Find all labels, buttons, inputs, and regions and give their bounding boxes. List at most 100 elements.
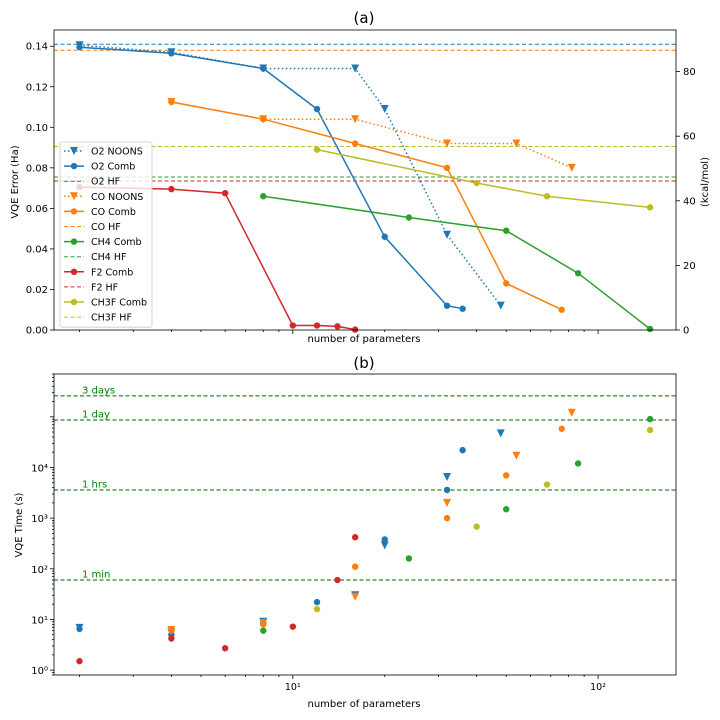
b-point-co-noons bbox=[351, 592, 360, 601]
a-point-ch4-comb bbox=[502, 227, 510, 234]
a-point-f2-comb bbox=[168, 185, 175, 193]
a-point-o2-comb bbox=[168, 50, 175, 57]
b-refline-label-3-days: 3 days bbox=[82, 385, 115, 396]
a-point-ch3f-comb bbox=[473, 179, 480, 187]
a-point-co-noons bbox=[512, 139, 521, 148]
legend-marker-ch4-comb bbox=[70, 238, 78, 245]
legend-label-ch4-hf: CH4 HF bbox=[91, 252, 126, 263]
legend-label-o2-comb: O2 Comb bbox=[91, 162, 135, 173]
b-point-co-comb bbox=[351, 563, 359, 570]
legend-marker-o2-noons bbox=[70, 147, 78, 155]
a-ytick-right-label: 20 bbox=[683, 261, 696, 272]
b-point-o2-comb bbox=[443, 486, 451, 494]
b-point-co-noons bbox=[443, 498, 452, 507]
b-refline-label-1-day: 1 day bbox=[82, 410, 110, 421]
legend-label-co-comb: CO Comb bbox=[91, 207, 136, 218]
panel-b-xlabel: number of parameters bbox=[307, 699, 420, 710]
b-point-o2-comb bbox=[76, 625, 83, 633]
a-point-co-noons bbox=[351, 115, 360, 124]
b-point-ch4-comb bbox=[574, 460, 582, 467]
b-point-f2-comb bbox=[168, 635, 175, 642]
b-point-o2-comb bbox=[313, 598, 321, 606]
a-ytick-label: 0.00 bbox=[26, 326, 48, 337]
b-point-ch4-comb bbox=[260, 627, 267, 634]
legend-label-co-hf: CO HF bbox=[91, 222, 121, 233]
a-point-co-comb bbox=[260, 115, 267, 123]
a-line-ch3f-comb bbox=[316, 148, 651, 209]
b-point-o2-noons bbox=[496, 429, 505, 438]
b-point-f2-comb bbox=[334, 576, 341, 584]
b-point-ch3f-comb bbox=[646, 426, 654, 434]
b-point-co-comb bbox=[168, 627, 175, 634]
b-point-ch3f-comb bbox=[543, 481, 551, 488]
a-point-f2-comb bbox=[313, 322, 321, 329]
b-point-f2-comb bbox=[289, 623, 297, 630]
a-point-co-comb bbox=[443, 164, 451, 172]
panel-a-frame bbox=[53, 29, 677, 331]
b-point-ch3f-comb bbox=[473, 523, 480, 530]
legend-label-ch3f-hf: CH3F HF bbox=[91, 313, 132, 324]
b-point-f2-comb bbox=[76, 657, 83, 665]
a-point-ch3f-comb bbox=[543, 193, 551, 200]
panel-a-error-plot: (a) number of parameters VQE Error (Ha) … bbox=[10, 9, 711, 345]
a-point-o2-noons bbox=[380, 105, 389, 114]
b-point-ch3f-comb bbox=[313, 605, 321, 613]
b-ytick-label: 10⁴ bbox=[31, 463, 48, 474]
a-ytick-right-label: 60 bbox=[683, 132, 696, 143]
b-ytick-label: 10² bbox=[31, 565, 48, 576]
a-ytick-right-label: 40 bbox=[683, 196, 696, 207]
legend-marker-o2-comb bbox=[70, 162, 78, 170]
a-point-ch4-comb bbox=[574, 270, 582, 277]
legend-marker-ch3f-comb bbox=[70, 298, 78, 306]
a-point-ch4-comb bbox=[646, 325, 654, 333]
a-ytick-right-label: 80 bbox=[683, 67, 696, 78]
a-ytick-label: 0.04 bbox=[26, 244, 48, 255]
a-point-o2-comb bbox=[381, 233, 388, 240]
b-refline-label-1-hrs: 1 hrs bbox=[82, 479, 107, 490]
b-point-co-comb bbox=[443, 514, 451, 522]
a-point-o2-comb bbox=[260, 65, 267, 72]
b-point-co-comb bbox=[502, 472, 510, 479]
a-ytick-label: 0.12 bbox=[26, 82, 48, 93]
panel-b-frame bbox=[53, 373, 677, 676]
b-point-o2-comb bbox=[381, 536, 388, 543]
legend-label-o2-hf: O2 HF bbox=[91, 177, 120, 188]
legend-box bbox=[59, 141, 153, 328]
b-point-co-noons bbox=[567, 408, 576, 417]
legend-marker-co-comb bbox=[70, 208, 78, 215]
a-point-f2-comb bbox=[289, 322, 297, 329]
b-ytick-label: 10¹ bbox=[31, 615, 48, 626]
b-point-o2-comb bbox=[459, 446, 466, 454]
a-point-co-comb bbox=[168, 98, 175, 106]
legend-label-f2-hf: F2 HF bbox=[91, 282, 118, 293]
a-ytick-right-label: 0 bbox=[683, 326, 689, 337]
b-point-f2-comb bbox=[221, 645, 229, 652]
a-point-ch3f-comb bbox=[313, 146, 321, 153]
b-point-co-comb bbox=[558, 425, 565, 432]
a-ytick-label: 0.14 bbox=[26, 42, 48, 53]
b-point-f2-comb bbox=[351, 534, 359, 541]
a-ytick-label: 0.02 bbox=[26, 285, 48, 296]
a-line-co-comb bbox=[171, 101, 563, 311]
panel-a-title: (a) bbox=[354, 9, 375, 27]
b-point-ch4-comb bbox=[502, 506, 510, 513]
b-point-ch4-comb bbox=[646, 415, 654, 423]
a-point-o2-comb bbox=[313, 105, 321, 113]
legend-marker-f2-comb bbox=[70, 268, 78, 275]
b-xtick-label: 10² bbox=[590, 682, 606, 693]
panel-b-ylabel: VQE Time (s) bbox=[14, 492, 25, 557]
panel-a-legend: O2 NOONS O2 Comb O2 HF CO NOONS CO Comb CO HF… bbox=[59, 141, 153, 328]
a-point-co-noons bbox=[567, 163, 576, 172]
a-point-f2-comb bbox=[221, 189, 229, 197]
b-xtick-label: 10¹ bbox=[285, 682, 301, 693]
panel-a-ylabel: VQE Error (Ha) bbox=[10, 145, 21, 218]
panel-a-ylabel-right: (kcal/mol) bbox=[700, 157, 711, 207]
legend-label-co-noons: CO NOONS bbox=[91, 192, 143, 203]
panel-b-time-plot: (b) number of parameters VQE Time (s) 1 … bbox=[14, 354, 677, 710]
a-point-o2-comb bbox=[443, 302, 451, 309]
a-point-ch4-comb bbox=[260, 193, 267, 200]
panel-a-xlabel: number of parameters bbox=[307, 334, 420, 345]
a-point-f2-comb bbox=[351, 326, 359, 333]
b-point-o2-noons bbox=[380, 541, 389, 550]
